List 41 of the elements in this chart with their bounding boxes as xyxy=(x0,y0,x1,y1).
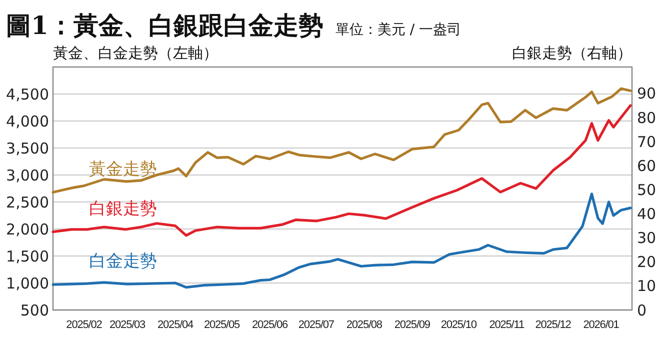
y-tick-label: 3,500 xyxy=(6,139,49,158)
series-label: 黃金走勢 xyxy=(89,159,157,180)
y2-axis-title: 白銀走勢（右軸） xyxy=(512,44,632,62)
y-tick-label: 500 xyxy=(20,301,49,320)
y2-tick-label: 20 xyxy=(637,253,656,272)
y-tick-label: 2,000 xyxy=(6,220,49,238)
x-tick-label: 2025/06 xyxy=(252,319,288,331)
y2-tick-label: 90 xyxy=(637,84,656,103)
line-series xyxy=(52,192,632,289)
x-tick-label: 2025/05 xyxy=(204,319,240,331)
chart-subtitle: 單位：美元 / 一盎司 xyxy=(335,22,462,38)
y2-tick-label: 80 xyxy=(637,108,656,127)
x-tick-label: 2026/01 xyxy=(583,319,620,331)
x-tick-label: 2025/12 xyxy=(535,319,572,331)
x-tick-label: 2025/04 xyxy=(158,319,194,331)
y2-tick-label: 70 xyxy=(637,132,656,151)
x-tick-label: 2025/03 xyxy=(110,319,146,331)
y2-tick-label: 10 xyxy=(637,277,656,296)
y2-tick-label: 50 xyxy=(637,180,656,199)
series-label: 白銀走勢 xyxy=(89,198,157,219)
series-label: 白金走勢 xyxy=(89,252,157,272)
x-tick-label: 2025/09 xyxy=(394,319,430,331)
x-tick-label: 2025/11 xyxy=(489,319,524,331)
y2-tick-label: 40 xyxy=(637,205,656,224)
y-tick-label: 3,000 xyxy=(6,166,49,184)
chart-title: 圖1：黃金、白銀跟白金走勢 xyxy=(6,11,324,40)
y-tick-label: 4,500 xyxy=(6,85,49,104)
x-tick-label: 2025/08 xyxy=(346,319,382,331)
line-series xyxy=(52,87,632,194)
x-tick-label: 2025/02 xyxy=(66,319,102,331)
y-tick-label: 4,000 xyxy=(6,112,49,130)
line-series xyxy=(52,104,632,237)
y2-tick-label: 60 xyxy=(637,156,656,175)
x-tick-label: 2025/10 xyxy=(440,319,477,331)
y2-tick-label: 0 xyxy=(637,301,647,320)
y-tick-label: 2,500 xyxy=(6,193,49,212)
x-tick-label: 2025/07 xyxy=(298,319,334,331)
y2-tick-label: 30 xyxy=(637,229,656,248)
y-tick-label: 1,000 xyxy=(6,274,49,292)
y-axis-title: 黃金、白金走勢（左軸） xyxy=(53,44,218,62)
y-tick-label: 1,500 xyxy=(6,247,49,266)
